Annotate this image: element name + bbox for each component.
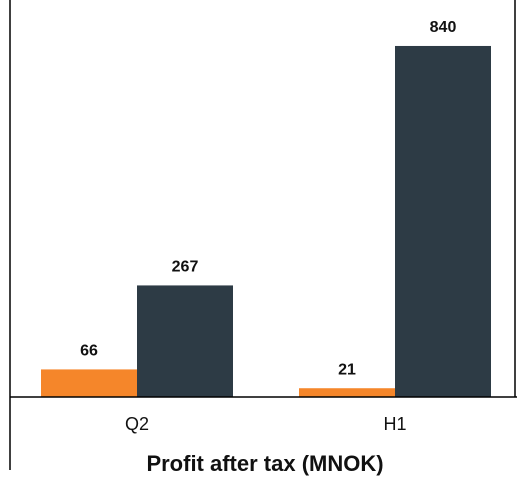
chart-title: Profit after tax (MNOK)	[146, 451, 383, 476]
bar	[41, 369, 137, 397]
bar	[299, 388, 395, 397]
x-tick-label: H1	[383, 414, 406, 434]
data-label: 840	[430, 19, 457, 36]
x-tick-label: Q2	[125, 414, 149, 434]
data-label: 21	[338, 361, 356, 378]
bar	[137, 285, 233, 397]
data-label: 267	[172, 259, 199, 276]
bar	[395, 45, 491, 398]
data-label: 66	[80, 343, 98, 360]
